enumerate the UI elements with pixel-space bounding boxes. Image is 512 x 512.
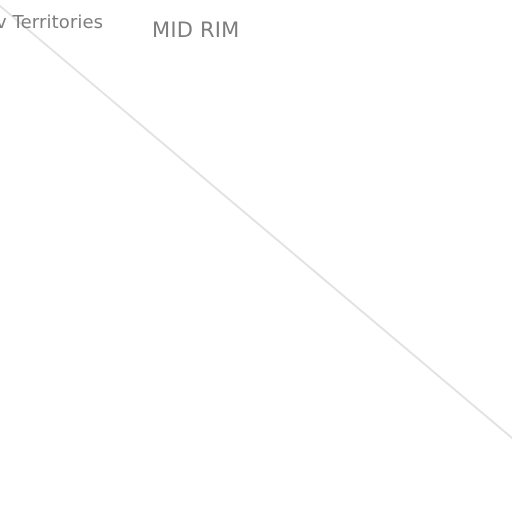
region-label: MID RIM: [152, 18, 240, 42]
territory-label: v Territories: [0, 12, 104, 33]
region-boundary-line: [0, 5, 512, 439]
